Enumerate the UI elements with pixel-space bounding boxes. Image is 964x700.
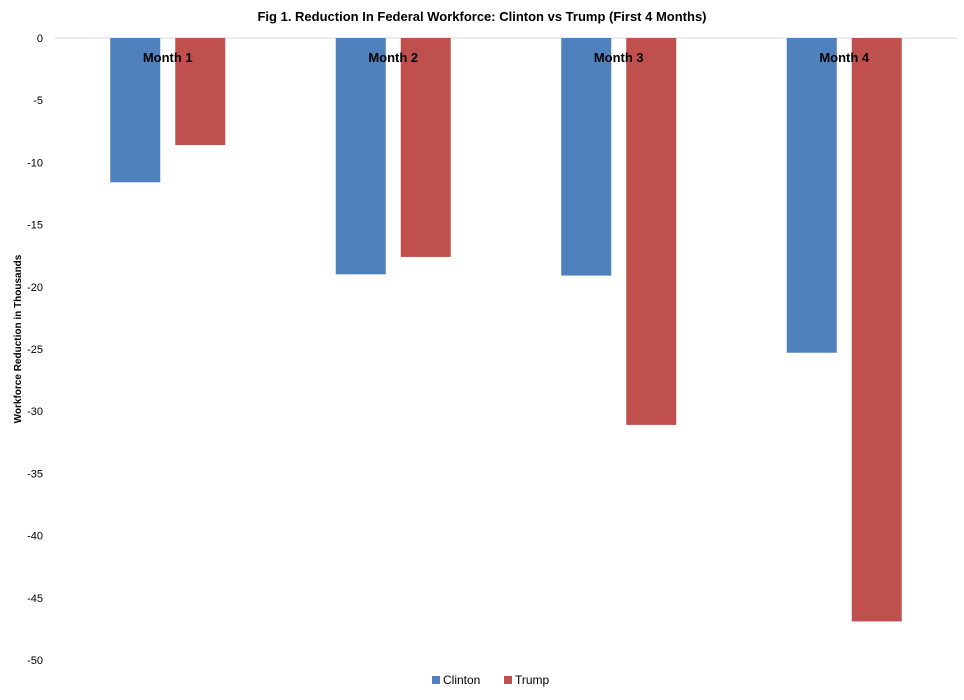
bar-clinton-month-2 (335, 38, 386, 275)
category-label: Month 1 (143, 50, 193, 65)
bar-clinton-month-4 (786, 38, 837, 353)
y-tick-label: -15 (27, 220, 43, 232)
category-label: Month 2 (368, 50, 418, 65)
legend-swatch-clinton (432, 676, 440, 684)
bar-trump-month-4 (851, 38, 902, 622)
bar-trump-month-2 (400, 38, 451, 257)
bar-trump-month-3 (626, 38, 677, 425)
y-tick-label: -45 (27, 593, 43, 605)
y-tick-label: -50 (27, 655, 43, 667)
legend-label-clinton: Clinton (443, 673, 480, 687)
y-tick-label: -25 (27, 344, 43, 356)
legend-label-trump: Trump (515, 673, 550, 687)
y-tick-label: -40 (27, 531, 43, 543)
y-tick-label: -20 (27, 282, 43, 294)
y-axis-label: Workforce Reduction in Thousands (13, 254, 24, 423)
bar-clinton-month-3 (561, 38, 612, 276)
chart-title: Fig 1. Reduction In Federal Workforce: C… (257, 9, 706, 24)
y-tick-label: 0 (37, 33, 43, 45)
legend: Clinton Trump (432, 673, 550, 687)
legend-swatch-trump (504, 676, 512, 684)
y-tick-label: -5 (33, 95, 43, 107)
bar-clinton-month-1 (110, 38, 161, 183)
bars-layer (110, 38, 902, 622)
bar-trump-month-1 (175, 38, 226, 145)
y-tick-label: -30 (27, 406, 43, 418)
y-tick-label: -35 (27, 468, 43, 480)
category-label: Month 4 (819, 50, 870, 65)
category-label: Month 3 (594, 50, 644, 65)
category-labels: Month 1 Month 2 Month 3 Month 4 (143, 50, 870, 65)
y-tick-label: -10 (27, 157, 43, 169)
